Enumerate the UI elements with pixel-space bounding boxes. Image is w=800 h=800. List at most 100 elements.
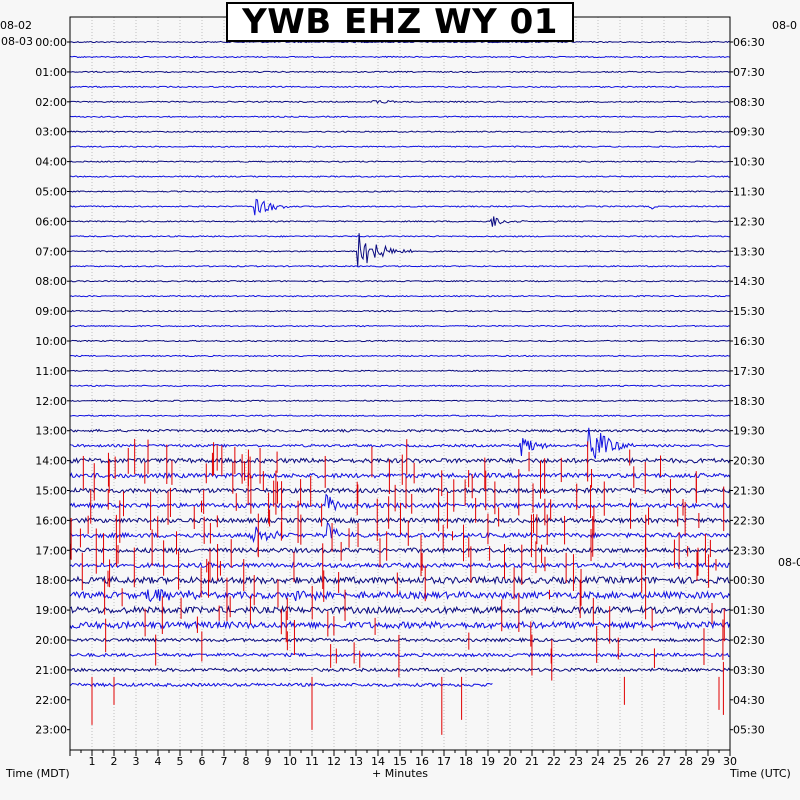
hour-label-right-6: 12:30 (733, 215, 765, 228)
x-tick-label-8: 8 (243, 755, 250, 768)
trace-36 (69, 575, 731, 586)
trace-26 (69, 428, 731, 433)
date-label-right-1: 08-0 (772, 19, 797, 32)
x-tick-label-9: 9 (265, 755, 272, 768)
trace-5 (69, 115, 731, 118)
trace-19 (69, 324, 731, 328)
trace-24 (69, 399, 731, 403)
trace-16 (69, 279, 731, 283)
trace-28 (69, 457, 731, 465)
hour-label-right-3: 09:30 (733, 126, 765, 139)
chart-title: YWB EHZ WY 01 (242, 2, 558, 42)
trace-43 (69, 682, 493, 688)
x-tick-label-23: 23 (569, 755, 583, 768)
trace-42 (69, 667, 731, 673)
trace-34 (69, 546, 731, 554)
hour-label-left-7: 07:00 (35, 245, 67, 258)
trace-29 (69, 472, 731, 480)
hour-label-right-18: 00:30 (733, 574, 765, 587)
trace-17 (69, 294, 731, 298)
hour-label-left-13: 13:00 (35, 425, 67, 438)
trace-0 (69, 40, 731, 44)
trace-22 (69, 369, 731, 373)
x-tick-label-11: 11 (305, 755, 319, 768)
x-tick-label-3: 3 (133, 755, 140, 768)
hour-label-left-9: 09:00 (35, 305, 67, 318)
x-axis-ticks: 1 2 3 4 5 6 7 8 9 10 11 12 13 14 15 16 17 18 19 20 21 22 23 24 2… (69, 750, 737, 768)
hour-label-left-15: 15:00 (35, 485, 67, 498)
hour-label-left-14: 14:00 (35, 455, 67, 468)
trace-7 (69, 145, 731, 148)
hour-label-left-23: 23:00 (35, 724, 67, 737)
trace-8 (69, 160, 731, 163)
hour-label-left-0: 00:00 (35, 36, 67, 49)
x-tick-label-1: 1 (89, 755, 96, 768)
hour-label-left-17: 17:00 (35, 544, 67, 557)
trace-20 (69, 339, 731, 343)
hour-label-left-21: 21:00 (35, 664, 67, 677)
hour-label-left-8: 08:00 (35, 275, 67, 288)
x-tick-label-20: 20 (503, 755, 517, 768)
hour-label-right-4: 10:30 (733, 156, 765, 169)
date-label-left-1: 08-02 (0, 19, 32, 32)
hour-label-right-19: 01:30 (733, 604, 765, 617)
trace-3 (69, 85, 731, 89)
x-tick-label-30: 30 (723, 755, 737, 768)
trace-18 (69, 309, 731, 313)
hour-label-right-10: 16:30 (733, 335, 765, 348)
hour-label-left-6: 06:00 (35, 215, 67, 228)
x-tick-label-22: 22 (547, 755, 561, 768)
x-axis-label: + Minutes (372, 767, 428, 780)
trace-37 (69, 588, 731, 603)
trace-9 (69, 175, 731, 178)
x-tick-label-10: 10 (283, 755, 297, 768)
trace-12 (69, 216, 731, 227)
x-tick-label-6: 6 (199, 755, 206, 768)
clipped-spikes (70, 438, 725, 735)
trace-13 (69, 235, 730, 238)
hour-label-right-12: 18:30 (733, 395, 765, 408)
hour-label-left-16: 16:00 (35, 514, 67, 527)
hour-label-right-16: 22:30 (733, 514, 765, 527)
hour-label-right-15: 21:30 (733, 485, 765, 498)
hour-label-right-13: 19:30 (733, 425, 765, 438)
trace-25 (69, 414, 731, 417)
hour-label-right-7: 13:30 (733, 245, 765, 258)
hour-label-left-10: 10:00 (35, 335, 67, 348)
hour-label-left-12: 12:00 (35, 395, 67, 408)
hour-label-right-5: 11:30 (733, 186, 765, 199)
x-tick-label-12: 12 (327, 755, 341, 768)
x-tick-label-29: 29 (701, 755, 715, 768)
minute-grid (91, 17, 709, 750)
trace-6 (69, 130, 731, 133)
hour-label-left-5: 05:00 (35, 186, 67, 199)
trace-27 (69, 427, 731, 459)
x-tick-label-21: 21 (525, 755, 539, 768)
date-label-right-2: 08-0 (778, 556, 800, 569)
x-tick-label-28: 28 (679, 755, 693, 768)
hour-label-right-8: 14:30 (733, 275, 765, 288)
hour-label-right-22: 04:30 (733, 694, 765, 707)
x-tick-label-19: 19 (481, 755, 495, 768)
hour-label-left-18: 18:00 (35, 574, 67, 587)
trace-40 (69, 637, 731, 643)
x-tick-label-7: 7 (221, 755, 228, 768)
hour-label-left-22: 22:00 (35, 694, 67, 707)
trace-35 (69, 561, 731, 569)
trace-4 (69, 99, 731, 105)
hour-label-right-9: 15:30 (733, 305, 765, 318)
trace-2 (69, 70, 731, 74)
hour-label-right-2: 08:30 (733, 96, 765, 109)
trace-21 (69, 354, 731, 358)
hour-label-left-19: 19:00 (35, 604, 67, 617)
x-tick-label-15: 15 (393, 755, 407, 768)
x-tick-label-17: 17 (437, 755, 451, 768)
trace-14 (69, 233, 731, 267)
chart-title-box: YWB EHZ WY 01 (226, 2, 574, 42)
trace-10 (69, 190, 731, 193)
hour-label-left-1: 01:00 (35, 66, 67, 79)
hour-label-left-20: 20:00 (35, 634, 67, 647)
hour-label-right-0: 06:30 (733, 36, 765, 49)
hour-label-left-3: 03:00 (35, 126, 67, 139)
